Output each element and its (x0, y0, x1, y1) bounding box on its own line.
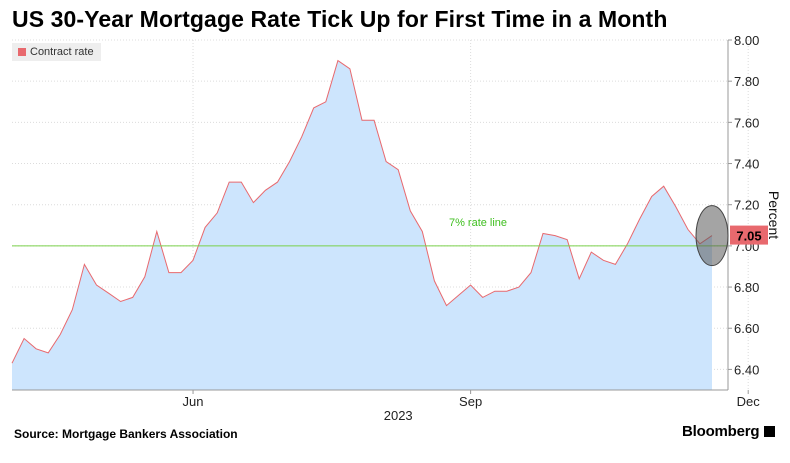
last-value-label: 7.05 (736, 229, 761, 244)
y-tick-label: 6.80 (734, 280, 759, 295)
y-tick-label: 7.20 (734, 198, 759, 213)
x-axis: JunSepDecMar20232024 (12, 389, 761, 423)
x-tick-label: Sep (459, 394, 482, 409)
highlight-ellipse (695, 205, 729, 267)
series-contract-rate (11, 59, 713, 390)
brand-logo: Bloomberg (682, 423, 776, 440)
brand-mark-icon (764, 426, 776, 437)
legend-swatch (18, 48, 26, 56)
reference-line-label: 7% rate line (449, 217, 507, 229)
y-tick-label: 7.60 (734, 115, 759, 130)
area-fill (12, 60, 712, 390)
y-tick-label: 8.00 (734, 33, 759, 48)
highlight: 7.05 (695, 205, 768, 267)
reference-line: 7% rate line (12, 217, 728, 247)
y-tick-label: 6.60 (734, 321, 759, 336)
x-year-label: 2023 (384, 408, 413, 423)
last-value-badge (730, 225, 768, 245)
source-note: Source: Mortgage Bankers Association (14, 427, 238, 441)
y-axis: 6.406.606.807.007.207.407.607.808.00Perc… (727, 33, 782, 390)
y-tick-label: 6.40 (734, 362, 759, 377)
brand-name: Bloomberg (682, 423, 760, 440)
y-axis-label: Percent (766, 191, 782, 239)
x-tick-label: Dec (737, 394, 761, 409)
legend: Contract rate (12, 43, 101, 61)
x-tick-label: Jun (183, 394, 204, 409)
y-tick-label: 7.40 (734, 157, 759, 172)
series-line (11, 59, 713, 364)
y-tick-label: 7.80 (734, 74, 759, 89)
legend-label: Contract rate (30, 46, 94, 58)
chart-title: US 30-Year Mortgage Rate Tick Up for Fir… (12, 6, 668, 32)
